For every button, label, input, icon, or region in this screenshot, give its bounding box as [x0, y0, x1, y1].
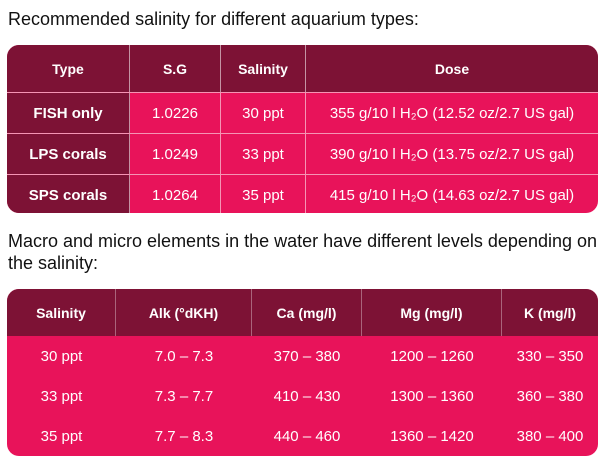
k-value: 330 – 350	[516, 347, 584, 365]
dose-value: 355 g/10 l H₂O (12.52 oz/2.7 US gal)	[329, 104, 575, 122]
column-header-k: K (mg/l)	[523, 304, 577, 321]
column-header-sg: S.G	[130, 45, 221, 92]
mg-value: 1360 – 1420	[390, 427, 474, 445]
salinity-value: 35 ppt	[40, 427, 83, 445]
column-header-salinity: Salinity	[7, 289, 116, 336]
salinity-value: 30 ppt	[40, 347, 83, 365]
salinity-value: 35 ppt	[221, 175, 306, 213]
table-row: 30 ppt 7.0 – 7.3 370 – 380 1200 – 1260 3…	[7, 336, 598, 376]
alk-value: 7.7 – 8.3	[154, 427, 214, 445]
column-header-salinity: Salinity	[221, 45, 306, 92]
element-levels-table: Salinity Alk (°dKH) Ca (mg/l) Mg (mg/l) …	[7, 289, 598, 456]
sg-value: 1.0226	[130, 93, 221, 133]
sg-value: 1.0264	[130, 175, 221, 213]
k-value: 360 – 380	[516, 387, 584, 405]
mg-value: 1300 – 1360	[390, 387, 474, 405]
heading-element-levels: Macro and micro elements in the water ha…	[8, 231, 598, 273]
table-row: 33 ppt 7.3 – 7.7 410 – 430 1300 – 1360 3…	[7, 376, 598, 416]
alk-value: 7.3 – 7.7	[154, 387, 214, 405]
column-header-ca: Ca (mg/l)	[252, 289, 362, 336]
salinity-table: Type S.G Salinity Dose FISH only 1.0226 …	[7, 45, 598, 213]
k-value: 380 – 400	[516, 427, 584, 445]
sg-value: 1.0249	[130, 134, 221, 174]
column-header-type: Type	[7, 45, 130, 92]
column-header-mg: Mg (mg/l)	[362, 289, 502, 336]
dose-value: 390 g/10 l H₂O (13.75 oz/2.7 US gal)	[329, 145, 575, 163]
table-header-row: Salinity Alk (°dKH) Ca (mg/l) Mg (mg/l) …	[7, 289, 598, 336]
ca-value: 410 – 430	[273, 387, 341, 405]
table-row: 35 ppt 7.7 – 8.3 440 – 460 1360 – 1420 3…	[7, 416, 598, 456]
salinity-value: 33 ppt	[40, 387, 83, 405]
row-label: LPS corals	[7, 134, 130, 174]
row-label: SPS corals	[7, 175, 130, 213]
ca-value: 440 – 460	[273, 427, 341, 445]
heading-salinity-recommendations: Recommended salinity for different aquar…	[8, 9, 419, 29]
alk-value: 7.0 – 7.3	[154, 347, 214, 365]
row-label: FISH only	[7, 93, 130, 133]
column-header-dose: Dose	[434, 60, 470, 77]
table-header-row: Type S.G Salinity Dose	[7, 45, 598, 92]
dose-value: 415 g/10 l H₂O (14.63 oz/2.7 US gal)	[329, 186, 575, 204]
column-header-alk: Alk (°dKH)	[116, 289, 252, 336]
ca-value: 370 – 380	[273, 347, 341, 365]
salinity-value: 33 ppt	[221, 134, 306, 174]
salinity-value: 30 ppt	[221, 93, 306, 133]
table-row: LPS corals 1.0249 33 ppt 390 g/10 l H₂O …	[7, 133, 598, 174]
mg-value: 1200 – 1260	[390, 347, 474, 365]
table-row: SPS corals 1.0264 35 ppt 415 g/10 l H₂O …	[7, 174, 598, 213]
table-row: FISH only 1.0226 30 ppt 355 g/10 l H₂O (…	[7, 92, 598, 133]
